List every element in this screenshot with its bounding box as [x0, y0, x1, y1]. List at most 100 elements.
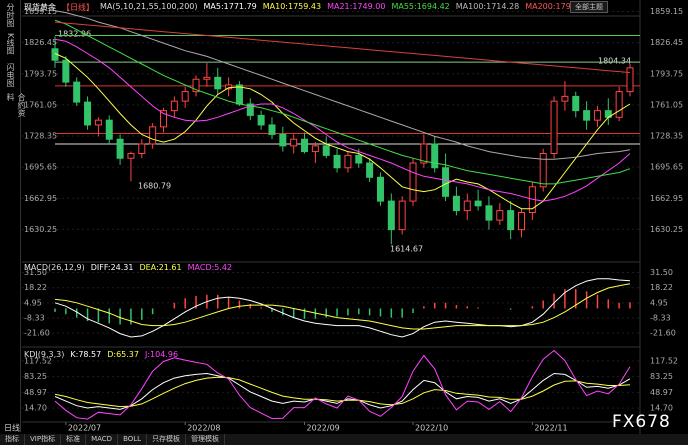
- candle-body: [301, 138, 309, 153]
- indicator-line: [54, 10, 631, 160]
- chart: 1832.96 1680.79 1614.67 1804.34 日线 1859.…: [4, 0, 683, 434]
- side-tab[interactable]: 闪电图: [6, 63, 15, 87]
- legend-item: K:78.57: [70, 350, 102, 359]
- legend-item: DEA:21.61: [139, 263, 182, 272]
- tab[interactable]: VIP指标: [25, 434, 62, 445]
- indicator-line: [54, 53, 631, 210]
- legend-item: MA55:1694.42: [391, 2, 450, 11]
- candle-body: [420, 143, 428, 164]
- candle-body: [398, 200, 406, 231]
- candle-body: [214, 76, 222, 90]
- legend-item: MA5:1771.79: [203, 2, 257, 11]
- candle-body: [344, 154, 352, 169]
- candle-body: [431, 143, 439, 169]
- candle-body: [409, 162, 417, 202]
- y-tick-label: 1793.75: [24, 69, 57, 78]
- tab[interactable]: 标准: [61, 434, 87, 445]
- ma-label: MA(5,10,21,55,100,200): [100, 2, 198, 11]
- x-tick-label: 2022/08: [187, 424, 220, 433]
- indicator-line: [54, 21, 631, 74]
- y-tick-label: 1761.05: [650, 100, 683, 109]
- tab[interactable]: 管理模板: [186, 434, 226, 445]
- y-tick-label: -8.33: [24, 313, 45, 322]
- candle-body: [474, 200, 482, 207]
- y-tick-label: 1695.65: [24, 163, 57, 172]
- y-tick-label: 48.97: [24, 388, 47, 397]
- y-tick-label: 1793.75: [650, 69, 683, 78]
- candle-body: [593, 110, 601, 121]
- indicator-line: [54, 19, 631, 185]
- tab[interactable]: MACD: [86, 434, 119, 445]
- y-tick-label: 31.50: [24, 268, 47, 277]
- y-tick-label: 31.50: [650, 268, 673, 277]
- candle-body: [105, 119, 113, 140]
- candle-body: [452, 195, 460, 212]
- x-tick-label: 2022/09: [307, 424, 340, 433]
- side-tab[interactable]: 分时图: [6, 3, 15, 27]
- candle-body: [84, 101, 92, 126]
- candle-body: [355, 154, 363, 164]
- candle-body: [333, 154, 341, 169]
- y-tick-label: 1662.95: [650, 194, 683, 203]
- low-label: 1680.79: [138, 182, 171, 191]
- y-tick-label: 117.52: [650, 356, 678, 365]
- y-tick-label: 18.22: [24, 283, 47, 292]
- period: 【日线】: [62, 3, 94, 12]
- period-label: 日线: [4, 423, 20, 433]
- candle-body: [225, 84, 233, 90]
- candle-body: [518, 212, 526, 231]
- candle-body: [442, 167, 450, 197]
- candle-body: [203, 76, 211, 80]
- tab[interactable]: BOLL: [118, 434, 148, 445]
- high-label: 1804.34: [598, 57, 631, 66]
- y-tick-label: 1630.25: [24, 225, 57, 234]
- candle-body: [626, 67, 634, 93]
- indicator-line: [54, 283, 631, 330]
- candle-body: [550, 100, 558, 154]
- y-tick-label: 1728.35: [24, 132, 57, 141]
- tab[interactable]: 只存模板: [147, 434, 187, 445]
- kdj-legend: KDJ(9,3,3) K:78.57 D:65.37 J:104.96: [24, 350, 178, 359]
- y-tick-label: 1728.35: [650, 132, 683, 141]
- y-tick-label: 1826.45: [24, 38, 57, 47]
- indicator-line: [54, 38, 631, 202]
- panel-title: KDJ(9,3,3): [24, 350, 65, 359]
- y-tick-label: 1630.25: [650, 225, 683, 234]
- y-tick-label: 1761.05: [24, 100, 57, 109]
- bottom-tabs: 指标 VIP指标 标准 MACD BOLL 只存模板 管理模板: [0, 434, 688, 445]
- x-tick-label: 2022/11: [534, 424, 567, 433]
- side-tab[interactable]: K线图: [6, 33, 15, 55]
- y-tick-label: 14.70: [24, 404, 47, 413]
- y-tick-label: 83.25: [650, 372, 673, 381]
- y-tick-label: 117.52: [24, 356, 52, 365]
- candle-body: [257, 114, 265, 126]
- y-tick-label: 4.95: [650, 298, 668, 307]
- theme-button[interactable]: 全部主题: [570, 1, 608, 13]
- legend-item: MACD:5.42: [187, 263, 233, 272]
- candle-body: [539, 152, 547, 188]
- candle-body: [192, 78, 200, 93]
- tab[interactable]: 指标: [0, 434, 25, 445]
- main-legend: 现货黄金 【日线】 MA(5,10,21,55,100,200) MA5:1771.7…: [24, 2, 589, 13]
- candle-body: [463, 200, 471, 212]
- y-tick-label: 1826.45: [650, 38, 683, 47]
- candle-body: [94, 119, 102, 126]
- indicator-line: [54, 278, 631, 338]
- y-tick-label: 1859.15: [650, 7, 683, 16]
- candle-body: [268, 124, 276, 135]
- side-tab[interactable]: 合约资料: [6, 93, 26, 117]
- macd-legend: MACD(26,12,9) DIFF:24.31 DEA:21.61 MACD:5.4…: [24, 263, 232, 272]
- y-tick-label: 1695.65: [650, 163, 683, 172]
- y-tick-label: 18.22: [650, 283, 673, 292]
- candle-body: [322, 145, 330, 156]
- candle-body: [615, 91, 623, 118]
- high-label: 1832.96: [58, 30, 91, 39]
- side-tabs: 分时图 K线图闪电图合约资料: [0, 0, 26, 432]
- legend-item: MA21:1749.00: [327, 2, 386, 11]
- indicator-line: [54, 349, 631, 420]
- candle-body: [149, 126, 157, 145]
- legend-item: MA10:1759.43: [262, 2, 322, 11]
- watermark: FX678: [612, 412, 671, 432]
- y-tick-label: -21.60: [24, 329, 50, 338]
